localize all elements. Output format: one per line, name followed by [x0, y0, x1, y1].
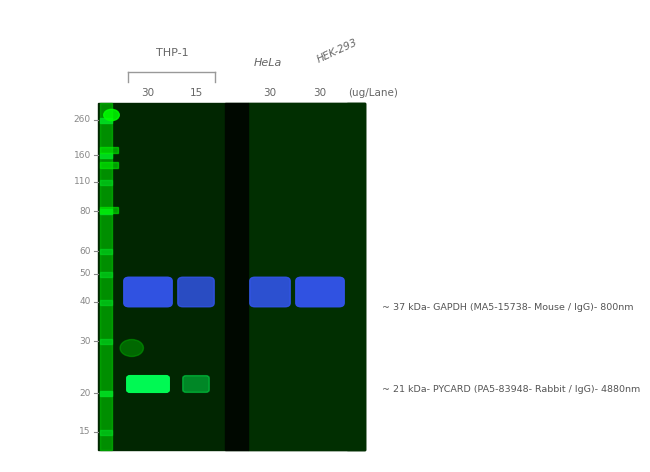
FancyBboxPatch shape: [183, 376, 209, 392]
Text: 15: 15: [79, 428, 91, 437]
Text: 15: 15: [189, 88, 203, 98]
Text: 30: 30: [263, 88, 276, 98]
Bar: [347, 103, 365, 450]
Bar: [100, 390, 112, 396]
Bar: [98, 103, 365, 450]
Text: 20: 20: [79, 388, 91, 397]
Text: 40: 40: [79, 297, 91, 306]
Circle shape: [104, 110, 120, 121]
Text: 80: 80: [79, 207, 91, 216]
Bar: [100, 152, 112, 158]
Text: ~ 21 kDa- PYCARD (PA5-83948- Rabbit / IgG)- 4880nm: ~ 21 kDa- PYCARD (PA5-83948- Rabbit / Ig…: [382, 386, 640, 395]
FancyBboxPatch shape: [250, 277, 290, 307]
Bar: [100, 271, 112, 277]
Text: HeLa: HeLa: [254, 58, 282, 68]
Text: 110: 110: [73, 177, 91, 186]
FancyBboxPatch shape: [124, 277, 172, 307]
Text: 160: 160: [73, 151, 91, 160]
Bar: [100, 103, 112, 450]
Text: HEK-293: HEK-293: [315, 37, 359, 65]
Text: 50: 50: [79, 270, 91, 278]
Bar: [100, 207, 118, 213]
Bar: [248, 103, 365, 450]
Bar: [225, 103, 248, 450]
Text: ~ 37 kDa- GAPDH (MA5-15738- Mouse / IgG)- 800nm: ~ 37 kDa- GAPDH (MA5-15738- Mouse / IgG)…: [382, 303, 634, 312]
FancyBboxPatch shape: [127, 376, 169, 392]
Circle shape: [120, 339, 144, 356]
Bar: [100, 209, 112, 213]
Text: 30: 30: [79, 337, 91, 346]
FancyBboxPatch shape: [178, 277, 215, 307]
Text: 60: 60: [79, 246, 91, 255]
Bar: [100, 338, 112, 344]
Text: 30: 30: [142, 88, 155, 98]
FancyBboxPatch shape: [296, 277, 344, 307]
Bar: [100, 430, 112, 435]
Bar: [100, 162, 118, 168]
Bar: [100, 147, 118, 153]
Bar: [100, 248, 112, 253]
Text: THP-1: THP-1: [156, 48, 188, 58]
Text: (ug/Lane): (ug/Lane): [348, 88, 398, 98]
Bar: [100, 179, 112, 185]
Bar: [100, 118, 112, 123]
Bar: [100, 300, 112, 304]
Text: 30: 30: [313, 88, 326, 98]
Text: 260: 260: [73, 116, 91, 125]
